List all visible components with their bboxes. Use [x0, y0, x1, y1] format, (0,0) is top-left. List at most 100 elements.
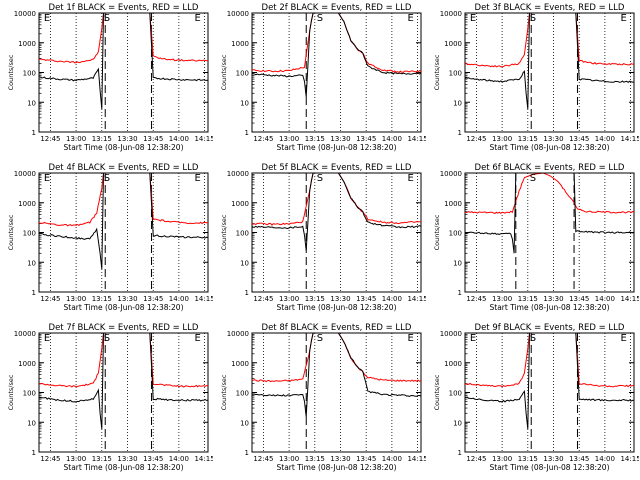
lld-series-line	[39, 333, 208, 388]
region-label: S	[104, 333, 110, 344]
x-axis-label: Start Time (08-Jun-08 12:38:20)	[64, 143, 184, 152]
plot-frame	[464, 12, 635, 133]
y-tick-label: 10	[27, 259, 36, 267]
y-tick-label: 1	[32, 449, 36, 457]
x-tick-label: 14:15	[620, 135, 639, 143]
y-tick-label: 1000	[18, 40, 36, 48]
x-tick-label: 14:15	[407, 295, 426, 303]
events-series-line	[465, 333, 634, 429]
y-tick-label: 100	[23, 390, 36, 398]
y-tick-label: 1	[32, 129, 36, 137]
x-tick-label: 13:00	[492, 135, 512, 143]
x-tick-label: 13:00	[66, 135, 86, 143]
y-tick-label: 1	[32, 289, 36, 297]
y-tick-label: 10000	[14, 10, 36, 18]
x-tick-label: 13:15	[518, 135, 538, 143]
x-tick-label: 14:15	[194, 135, 213, 143]
x-tick-label: 13:45	[569, 135, 589, 143]
detector-panel: Det 7f BLACK = Events, RED = LLD 1 10 100 10…	[0, 320, 213, 480]
detector-panel: Det 5f BLACK = Events, RED = LLD 1 10 100 10…	[213, 160, 426, 320]
region-label: E	[408, 333, 414, 344]
region-label: E	[470, 13, 476, 24]
y-tick-label: 1000	[444, 40, 462, 48]
x-tick-label: 13:00	[279, 455, 299, 463]
x-tick-label: 14:00	[382, 295, 402, 303]
detector-panel: Det 6f BLACK = Events, RED = LLD 1 10 100 10…	[426, 160, 639, 320]
y-tick-label: 1000	[18, 360, 36, 368]
x-tick-label: 13:15	[92, 295, 112, 303]
detector-chart: Det 6f BLACK = Events, RED = LLD 1 10 100 10…	[433, 163, 639, 312]
region-label: S	[530, 333, 536, 344]
detector-chart: Det 9f BLACK = Events, RED = LLD 1 10 100 10…	[433, 323, 639, 472]
x-tick-label: 13:00	[66, 455, 86, 463]
x-tick-label: 14:00	[169, 135, 189, 143]
x-axis-label: Start Time (08-Jun-08 12:38:20)	[277, 143, 397, 152]
x-tick-label: 13:30	[330, 295, 350, 303]
region-label: E	[470, 333, 476, 344]
x-tick-label: 13:15	[92, 455, 112, 463]
x-tick-label: 13:45	[569, 295, 589, 303]
y-tick-label: 100	[449, 70, 462, 78]
x-tick-label: 14:00	[382, 455, 402, 463]
y-tick-label: 1	[458, 289, 462, 297]
x-axis-label: Start Time (08-Jun-08 12:38:20)	[277, 303, 397, 312]
detector-panel: Det 1f BLACK = Events, RED = LLD 1 10 100 10…	[0, 0, 213, 160]
lld-series-line	[465, 333, 634, 388]
detector-chart: Det 8f BLACK = Events, RED = LLD 1 10 100 10…	[220, 323, 426, 472]
y-tick-label: 10000	[227, 10, 249, 18]
region-label: E	[195, 173, 201, 184]
events-series-line	[252, 173, 421, 251]
y-tick-label: 10	[27, 99, 36, 107]
y-tick-label: 1000	[444, 200, 462, 208]
y-tick-label: 1000	[231, 360, 249, 368]
x-tick-label: 13:15	[518, 295, 538, 303]
region-label: S	[104, 173, 110, 184]
y-axis-label: Counts/sec	[7, 374, 15, 410]
x-tick-label: 12:45	[466, 455, 486, 463]
x-tick-label: 13:45	[143, 135, 163, 143]
x-axis-label: Start Time (08-Jun-08 12:38:20)	[64, 463, 184, 472]
y-tick-label: 100	[449, 390, 462, 398]
x-tick-label: 14:00	[595, 295, 615, 303]
x-tick-label: 12:45	[253, 295, 273, 303]
chart-title: Det 9f BLACK = Events, RED = LLD	[475, 323, 625, 333]
y-tick-label: 100	[449, 230, 462, 238]
region-label: E	[621, 13, 627, 24]
y-tick-label: 10000	[227, 330, 249, 338]
chart-title: Det 5f BLACK = Events, RED = LLD	[262, 163, 412, 173]
region-label: S	[530, 13, 536, 24]
x-axis-label: Start Time (08-Jun-08 12:38:20)	[490, 463, 610, 472]
x-tick-label: 13:30	[330, 135, 350, 143]
x-tick-label: 13:45	[569, 455, 589, 463]
lld-series-line	[39, 13, 208, 64]
x-axis-label: Start Time (08-Jun-08 12:38:20)	[490, 303, 610, 312]
region-label: S	[317, 13, 323, 24]
y-axis-label: Counts/sec	[220, 54, 228, 90]
y-tick-label: 1	[245, 129, 249, 137]
lld-series-line	[465, 173, 634, 215]
chart-title: Det 6f BLACK = Events, RED = LLD	[475, 163, 625, 173]
plot-frame	[251, 332, 422, 453]
y-tick-label: 10000	[440, 330, 462, 338]
x-tick-label: 14:15	[194, 295, 213, 303]
y-tick-label: 10000	[227, 170, 249, 178]
detector-chart: Det 4f BLACK = Events, RED = LLD 1 10 100 10…	[7, 163, 213, 312]
events-series-line	[39, 13, 208, 109]
x-axis-label: Start Time (08-Jun-08 12:38:20)	[64, 303, 184, 312]
x-tick-label: 14:15	[620, 295, 639, 303]
chart-title: Det 4f BLACK = Events, RED = LLD	[49, 163, 199, 173]
x-tick-label: 14:15	[620, 455, 639, 463]
lld-series-line	[252, 333, 421, 383]
plot-frame	[38, 172, 209, 293]
plot-frame	[251, 172, 422, 293]
x-tick-label: 13:30	[117, 295, 137, 303]
y-tick-label: 100	[236, 230, 249, 238]
y-axis-label: Counts/sec	[433, 214, 441, 250]
y-tick-label: 1000	[444, 360, 462, 368]
y-tick-label: 10000	[440, 10, 462, 18]
y-tick-label: 10000	[14, 330, 36, 338]
region-label: S	[104, 13, 110, 24]
detector-chart: Det 1f BLACK = Events, RED = LLD 1 10 100 10…	[7, 3, 213, 152]
lld-series-line	[252, 173, 421, 226]
